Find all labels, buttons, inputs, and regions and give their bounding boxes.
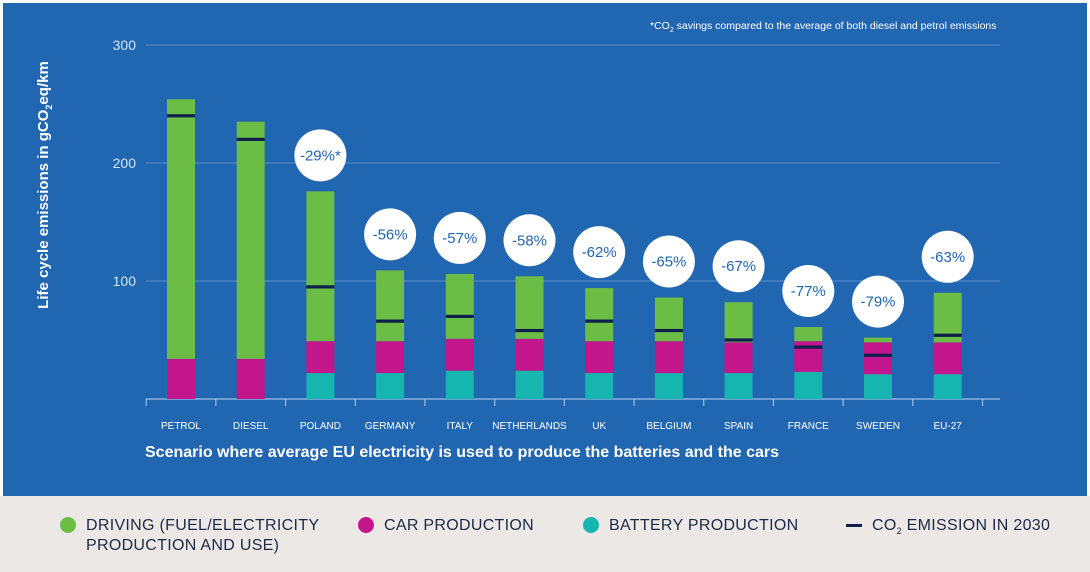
co2-2030-dash-icon: [846, 524, 862, 527]
car-production-swatch-icon: [358, 517, 374, 533]
co2-2030-marker: [794, 345, 823, 349]
x-tick-label: UK: [592, 421, 606, 432]
bar-driving: [515, 276, 544, 339]
y-tick-label: 300: [113, 37, 137, 53]
bar-car-production: [724, 342, 753, 374]
bar-driving: [236, 121, 265, 359]
bar-car-production: [515, 338, 544, 371]
legend-label-co2-2030: CO2 EMISSION IN 2030: [872, 517, 1051, 537]
savings-bubble: [364, 208, 417, 261]
x-tick-label: SPAIN: [724, 421, 753, 432]
bar-driving: [306, 191, 335, 342]
savings-label: -57%: [442, 230, 477, 247]
x-tick-label: PETROL: [161, 421, 201, 432]
bar-driving: [167, 99, 195, 359]
savings-label: -79%: [860, 294, 895, 311]
bar-driving: [724, 302, 753, 343]
legend-item-battery-production: BATTERY PRODUCTION: [583, 516, 798, 536]
bar-car-production: [933, 342, 962, 375]
savings-label: -56%: [373, 226, 408, 243]
savings-bubble: [503, 214, 556, 267]
savings-label: -77%: [791, 283, 826, 300]
co2-2030-marker: [376, 319, 405, 323]
savings-bubble: [921, 230, 974, 283]
legend: DRIVING (FUEL/ELECTRICITY PRODUCTION AND…: [0, 496, 1090, 572]
legend-item-driving: DRIVING (FUEL/ELECTRICITY PRODUCTION AND…: [60, 516, 319, 556]
co2-2030-marker: [445, 314, 474, 318]
bar-car-production: [376, 341, 405, 374]
co2-2030-marker: [864, 353, 892, 357]
co2-2030-marker: [933, 333, 962, 337]
bar-battery-production: [794, 371, 823, 399]
bar-car-production: [445, 338, 474, 371]
bar-battery-production: [376, 373, 405, 399]
co2-2030-marker: [515, 328, 544, 333]
bar-car-production: [864, 342, 892, 375]
legend-label-car-production: CAR PRODUCTION: [384, 517, 534, 534]
x-tick-label: NETHERLANDS: [492, 421, 567, 432]
bar-driving: [376, 270, 405, 342]
savings-label: -67%: [721, 258, 756, 275]
co2-2030-marker: [724, 338, 753, 342]
savings-label: -63%: [930, 249, 965, 266]
bar-battery-production: [933, 374, 962, 399]
bar-driving: [654, 297, 683, 342]
x-tick-label: SWEDEN: [856, 421, 900, 432]
x-tick-label: BELGIUM: [646, 421, 691, 432]
x-tick-label: EU-27: [934, 421, 963, 432]
chart-plot: 100 200 300 PETROL DIESEL POLAND -29%* GERMANY -…: [113, 37, 1000, 432]
y-tick-label: 100: [113, 273, 137, 289]
bar-battery-production: [585, 373, 614, 399]
x-tick-label: POLAND: [300, 421, 341, 432]
x-tick-label: DIESEL: [233, 421, 269, 432]
savings-label: -65%: [651, 254, 686, 271]
bar-battery-production: [515, 370, 544, 399]
savings-bubble: [642, 235, 695, 288]
legend-item-co2-2030: CO2 EMISSION IN 2030: [846, 516, 1050, 541]
legend-label-battery-production: BATTERY PRODUCTION: [609, 517, 799, 534]
x-tick-label: ITALY: [447, 421, 474, 432]
bar-car-production: [306, 341, 335, 374]
bar-car-production: [236, 358, 265, 399]
y-axis-title: Life cycle emissions in gCO2eq/km: [35, 61, 54, 309]
legend-item-car-production: CAR PRODUCTION: [358, 516, 534, 536]
co2-2030-marker: [167, 114, 195, 118]
x-tick-label: GERMANY: [365, 421, 416, 432]
savings-label: -58%: [512, 232, 547, 249]
co2-2030-marker: [654, 328, 683, 333]
bar-driving: [585, 288, 614, 342]
co2-2030-marker: [306, 285, 335, 289]
bar-car-production: [585, 341, 614, 374]
driving-swatch-icon: [60, 517, 76, 533]
savings-bubble: [573, 226, 626, 279]
bar-battery-production: [724, 373, 753, 399]
savings-bubble: [712, 240, 765, 293]
bar-driving: [445, 273, 474, 339]
bar-car-production: [167, 358, 195, 399]
savings-bubble: [433, 211, 486, 264]
bar-battery-production: [654, 373, 683, 399]
savings-label: -62%: [582, 244, 617, 261]
co2-2030-marker: [585, 319, 614, 323]
savings-bubble: [782, 265, 835, 318]
savings-label: -29%*: [300, 147, 341, 164]
bar-driving: [864, 337, 892, 343]
co2-2030-marker: [236, 137, 265, 141]
bar-battery-production: [445, 370, 474, 399]
battery-production-swatch-icon: [583, 517, 599, 533]
bar-battery-production: [864, 374, 892, 399]
bar-car-production: [654, 341, 683, 374]
x-tick-label: FRANCE: [788, 421, 829, 432]
savings-bubble: [294, 129, 347, 182]
x-axis-title: Scenario where average EU electricity is…: [145, 444, 780, 461]
bar-battery-production: [306, 373, 335, 399]
legend-label-driving: DRIVING (FUEL/ELECTRICITY PRODUCTION AND…: [86, 517, 320, 554]
bar-driving: [794, 327, 823, 342]
y-tick-label: 200: [113, 155, 137, 171]
footnote: *CO2 savings compared to the average of …: [650, 20, 997, 35]
savings-bubble: [852, 275, 904, 328]
